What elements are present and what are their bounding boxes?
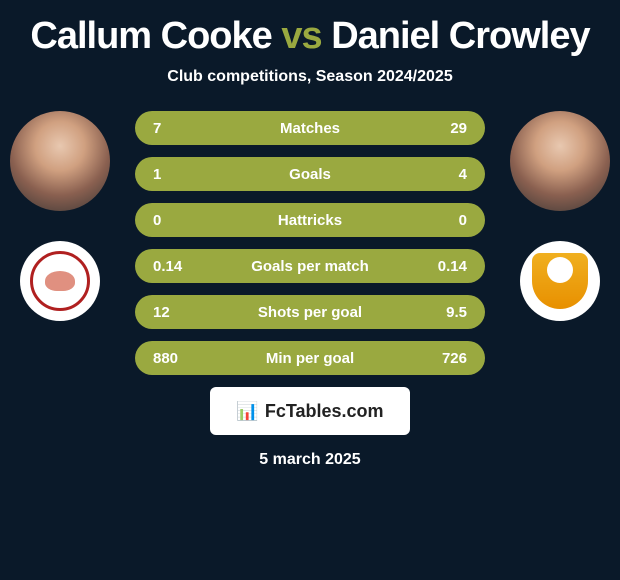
chart-icon: 📊 [236, 401, 258, 422]
stat-row: 12 Shots per goal 9.5 [135, 295, 485, 329]
stat-left-value: 0 [153, 212, 203, 229]
stat-right-value: 9.5 [417, 304, 467, 321]
main-area: 7 Matches 29 1 Goals 4 0 Hattricks 0 0.1… [0, 111, 620, 469]
title-player2: Daniel Crowley [331, 15, 589, 57]
player2-club-badge [520, 241, 600, 321]
source-badge: 📊 FcTables.com [210, 387, 410, 435]
player1-club-badge [20, 241, 100, 321]
avatar-placeholder-icon [510, 111, 610, 211]
stat-label: Hattricks [203, 212, 417, 229]
stat-left-value: 7 [153, 120, 203, 137]
stat-row: 0.14 Goals per match 0.14 [135, 249, 485, 283]
player1-avatar [10, 111, 110, 211]
stat-label: Goals [203, 166, 417, 183]
stat-right-value: 29 [417, 120, 467, 137]
stat-left-value: 880 [153, 350, 203, 367]
page-title: Callum Cooke vs Daniel Crowley [30, 15, 589, 58]
stat-right-value: 0.14 [417, 258, 467, 275]
title-player1: Callum Cooke [30, 15, 271, 57]
stat-right-value: 0 [417, 212, 467, 229]
avatar-placeholder-icon [10, 111, 110, 211]
date-label: 5 march 2025 [0, 451, 620, 469]
title-vs: vs [281, 15, 321, 57]
stat-right-value: 726 [417, 350, 467, 367]
subtitle: Club competitions, Season 2024/2025 [167, 68, 452, 86]
stat-label: Shots per goal [203, 304, 417, 321]
stat-label: Matches [203, 120, 417, 137]
club-crest-icon [532, 253, 588, 309]
stat-left-value: 0.14 [153, 258, 203, 275]
stat-left-value: 12 [153, 304, 203, 321]
source-brand: FcTables.com [265, 401, 384, 422]
stats-table: 7 Matches 29 1 Goals 4 0 Hattricks 0 0.1… [135, 111, 485, 375]
stat-row: 0 Hattricks 0 [135, 203, 485, 237]
stat-label: Min per goal [203, 350, 417, 367]
stat-left-value: 1 [153, 166, 203, 183]
club-crest-icon [30, 251, 90, 311]
stat-row: 1 Goals 4 [135, 157, 485, 191]
stat-row: 7 Matches 29 [135, 111, 485, 145]
stat-label: Goals per match [203, 258, 417, 275]
stat-right-value: 4 [417, 166, 467, 183]
comparison-card: Callum Cooke vs Daniel Crowley Club comp… [0, 0, 620, 479]
stat-row: 880 Min per goal 726 [135, 341, 485, 375]
player2-avatar [510, 111, 610, 211]
